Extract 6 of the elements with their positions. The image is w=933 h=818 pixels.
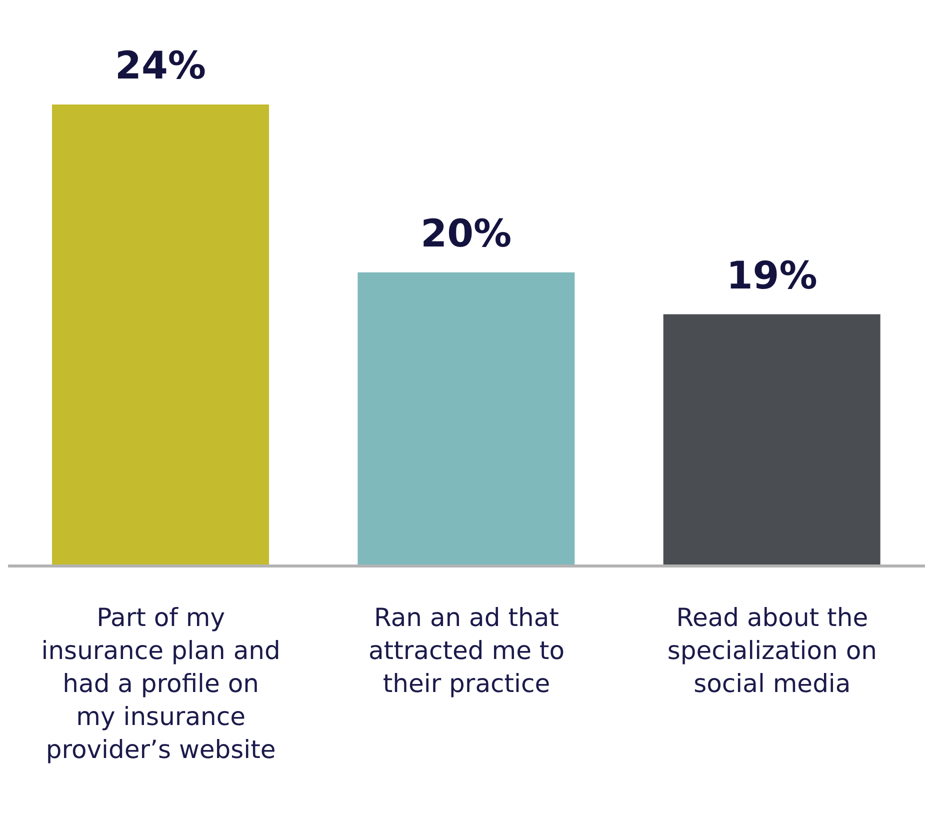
data-label: 20% — [420, 211, 512, 256]
x-tick-label: Part of my insurance plan and had a profile on my insurance provider’s website — [41, 603, 280, 764]
data-label: 24% — [115, 43, 206, 88]
data-label: 19% — [726, 253, 818, 298]
x-tick-label: Read about the specialization on social media — [667, 603, 877, 698]
x-tick-label: Ran an ad that attracted me to their practice — [368, 603, 565, 698]
